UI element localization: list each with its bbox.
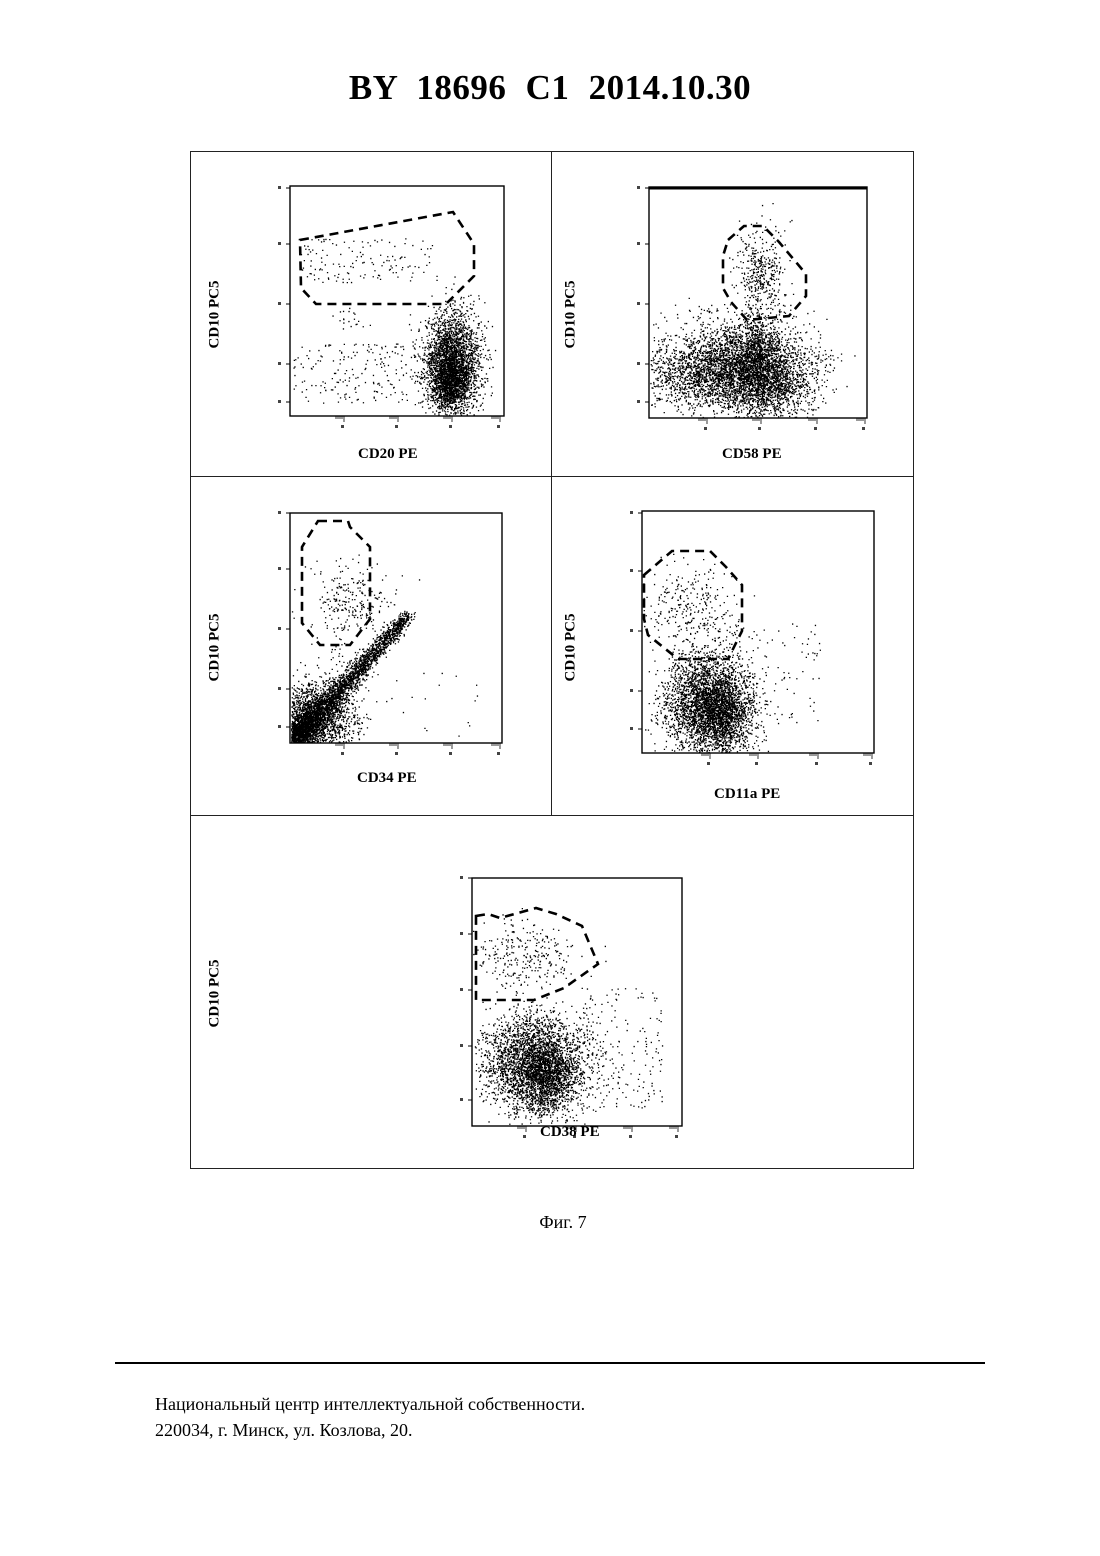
x-tick-mark — [704, 427, 707, 430]
y-tick-mark — [278, 725, 281, 728]
y-tick-mark — [460, 1098, 463, 1101]
y-tick-mark — [637, 362, 640, 365]
scatter-plot-cd11a — [620, 503, 880, 775]
panel-divider-horizontal-2 — [190, 815, 914, 816]
panel-divider-vertical — [551, 151, 552, 815]
y-tick-mark — [637, 186, 640, 189]
y-tick-mark — [278, 687, 281, 690]
y-tick-mark — [637, 242, 640, 245]
y-tick-mark — [630, 629, 633, 632]
gate-outline — [300, 212, 474, 304]
scatter-plot-cd34 — [268, 503, 518, 765]
y-tick-mark — [278, 627, 281, 630]
scatter-points — [293, 238, 496, 416]
scatter-points — [291, 555, 478, 744]
plot-frame — [290, 186, 504, 416]
panel-3-ylabel: CD10 PC5 — [207, 603, 224, 693]
y-tick-mark — [460, 988, 463, 991]
panel-2-xlabel: CD58 PE — [722, 446, 782, 463]
gate-outline — [302, 521, 370, 645]
y-tick-mark — [630, 511, 633, 514]
x-tick-mark — [869, 762, 872, 765]
x-tick-mark — [449, 752, 452, 755]
footer-address: 220034, г. Минск, ул. Козлова, 20. — [155, 1420, 413, 1441]
x-tick-mark — [497, 425, 500, 428]
y-tick-mark — [278, 400, 281, 403]
x-tick-mark — [523, 1135, 526, 1138]
document-header: BY 18696 C1 2014.10.30 — [0, 68, 1100, 108]
footer-rule — [115, 1362, 985, 1364]
gate-outline — [723, 226, 806, 320]
y-tick-mark — [278, 302, 281, 305]
y-tick-mark — [278, 242, 281, 245]
y-tick-mark — [637, 400, 640, 403]
scatter-points — [650, 203, 855, 418]
panel-4-ylabel: CD10 PC5 — [563, 603, 580, 693]
x-tick-mark — [707, 762, 710, 765]
x-tick-mark — [341, 425, 344, 428]
x-tick-mark — [862, 427, 865, 430]
x-tick-mark — [675, 1135, 678, 1138]
x-tick-mark — [755, 762, 758, 765]
y-tick-mark — [278, 362, 281, 365]
panel-divider-horizontal-1 — [190, 476, 914, 477]
x-tick-mark — [758, 427, 761, 430]
x-tick-mark — [449, 425, 452, 428]
panel-1-ylabel: CD10 PC5 — [207, 270, 224, 360]
y-tick-mark — [630, 569, 633, 572]
x-tick-mark — [395, 752, 398, 755]
scatter-plot-cd58 — [627, 178, 877, 440]
y-tick-mark — [278, 567, 281, 570]
y-tick-mark — [630, 689, 633, 692]
y-tick-mark — [460, 1044, 463, 1047]
scatter-plot-cd20 — [268, 178, 518, 440]
gate-outline — [476, 908, 598, 1000]
scatter-plot-cd38 — [452, 868, 692, 1130]
panel-5-xlabel: CD38 PE — [540, 1124, 600, 1141]
y-tick-mark — [630, 727, 633, 730]
x-tick-mark — [815, 762, 818, 765]
y-tick-mark — [278, 186, 281, 189]
footer-organization: Национальный центр интеллектуальной собс… — [155, 1394, 585, 1415]
figure-caption: Фиг. 7 — [0, 1212, 1100, 1233]
panel-1-xlabel: CD20 PE — [358, 446, 418, 463]
scatter-points — [473, 908, 663, 1125]
y-tick-mark — [460, 876, 463, 879]
x-tick-mark — [341, 752, 344, 755]
panel-5-ylabel: CD10 PC5 — [207, 949, 224, 1039]
panel-2-ylabel: CD10 PC5 — [563, 270, 580, 360]
panel-3-xlabel: CD34 PE — [357, 770, 417, 787]
y-tick-mark — [637, 302, 640, 305]
x-tick-mark — [814, 427, 817, 430]
panel-4-xlabel: CD11a PE — [714, 786, 780, 803]
y-tick-mark — [460, 932, 463, 935]
y-tick-mark — [278, 511, 281, 514]
x-tick-mark — [395, 425, 398, 428]
x-tick-mark — [629, 1135, 632, 1138]
x-tick-mark — [497, 752, 500, 755]
